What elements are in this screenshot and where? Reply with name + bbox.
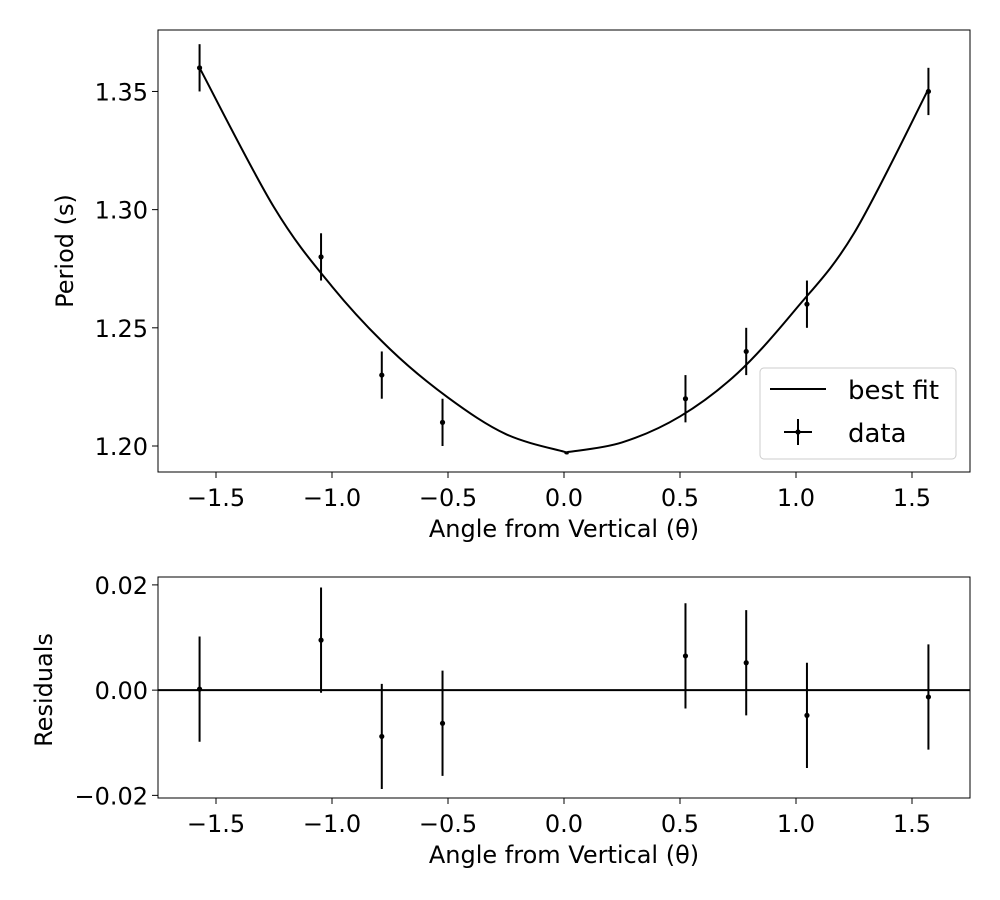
main-x-tick-label: 0.0: [545, 484, 583, 512]
main-x-tick-label: 1.5: [893, 484, 931, 512]
residuals-x-tick-label: −1.5: [187, 810, 245, 838]
main-y-tick-label: 1.20: [95, 433, 148, 461]
main-data-point: [682, 396, 689, 402]
residuals-x-tick-label: −1.0: [303, 810, 361, 838]
main-data-point: [743, 348, 749, 355]
main-y-tick-label: 1.35: [95, 78, 148, 106]
main-x-tick-label: −0.5: [419, 484, 477, 512]
main-y-tick-label: 1.25: [95, 315, 148, 343]
residuals-data-point: [318, 637, 324, 643]
main-data-point: [804, 301, 810, 307]
residuals-data-point: [682, 653, 689, 659]
residuals-plot-panel: −1.5 −1.0 −0.5 0.0 0.5 1.0 1.5 −0.02 0.00 0.02 An…: [30, 572, 971, 869]
residuals-data-point: [743, 660, 749, 666]
residuals-plot-marks: [158, 587, 970, 790]
main-plot-marks: [196, 44, 932, 455]
legend: best fit data: [759, 367, 957, 460]
main-x-tick-label: −1.0: [303, 484, 361, 512]
main-plot-panel: −1.5 −1.0 −0.5 0.0 0.5 1.0 1.5 1.20 1.25 1.30 1.35…: [51, 29, 971, 543]
residuals-y-axis-label: Residuals: [30, 633, 58, 747]
main-data-point: [318, 254, 324, 260]
residuals-data-point: [379, 733, 385, 740]
legend-data-marker-icon: [795, 429, 801, 435]
main-plot-ticks: −1.5 −1.0 −0.5 0.0 0.5 1.0 1.5 1.20 1.25 1.30 1.35: [95, 78, 932, 512]
residuals-plot-frame: [157, 576, 971, 799]
residuals-x-tick-label: −0.5: [419, 810, 477, 838]
residuals-x-tick-label: 0.5: [661, 810, 699, 838]
residuals-y-tick-label: 0.02: [95, 572, 148, 600]
legend-best-fit-label: best fit: [848, 376, 939, 406]
main-x-axis-label: Angle from Vertical (θ): [429, 515, 699, 543]
residuals-x-tick-label: 1.5: [893, 810, 931, 838]
main-best-fit-line: [198, 67, 930, 455]
residuals-data-point: [804, 712, 810, 718]
residuals-data-point: [196, 686, 203, 692]
main-x-tick-label: −1.5: [187, 484, 245, 512]
residuals-x-tick-label: 0.0: [545, 810, 583, 838]
residuals-x-tick-label: 1.0: [777, 810, 815, 838]
legend-data-label: data: [848, 419, 907, 449]
residuals-y-tick-label: 0.00: [95, 677, 148, 705]
residuals-y-tick-label: −0.02: [74, 782, 148, 810]
main-y-axis-label: Period (s): [51, 194, 79, 308]
main-x-tick-label: 0.5: [661, 484, 699, 512]
legend-frame: [759, 367, 957, 460]
main-x-tick-label: 1.0: [777, 484, 815, 512]
residuals-plot-ticks: −1.5 −1.0 −0.5 0.0 0.5 1.0 1.5 −0.02 0.00 0.02: [74, 572, 931, 838]
residuals-x-axis-label: Angle from Vertical (θ): [429, 841, 699, 869]
main-y-tick-label: 1.30: [95, 197, 148, 225]
main-data-point: [439, 419, 446, 425]
residuals-data-point: [439, 720, 446, 726]
main-data-point: [379, 372, 385, 378]
residuals-data-point: [925, 694, 932, 700]
